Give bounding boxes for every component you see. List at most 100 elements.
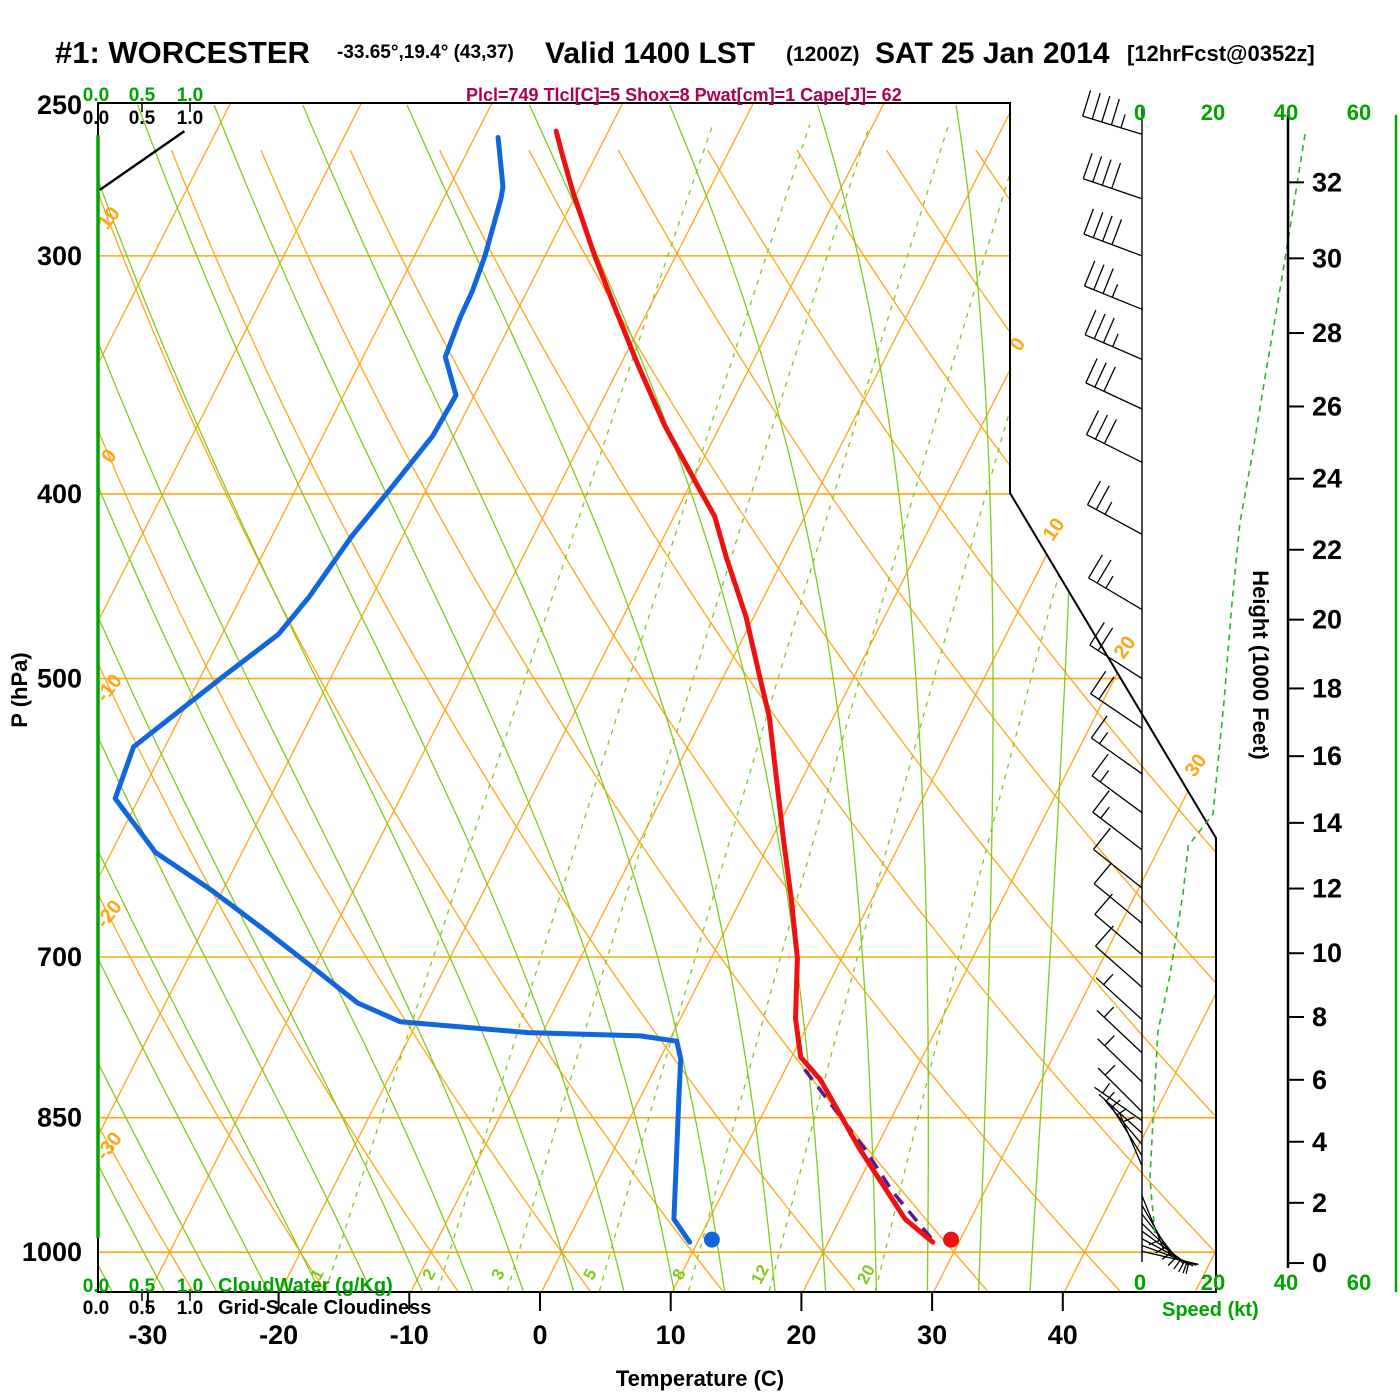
height-tick-label: 8 <box>1312 1002 1327 1032</box>
dry-adiabat-line <box>260 149 988 1292</box>
wind-barb <box>1141 1230 1190 1270</box>
height-tick-label: 18 <box>1312 673 1342 703</box>
wind-barb <box>1086 480 1143 535</box>
dry-adiabat-label: 0 <box>97 445 121 467</box>
mixing-ratio-label: 3 <box>488 1266 509 1283</box>
isotherm-line <box>98 103 232 1292</box>
wind-barb <box>1096 1006 1143 1054</box>
height-tick-label: 14 <box>1312 808 1342 838</box>
moist-adiabat-line <box>528 104 827 1292</box>
surface-temp-marker <box>943 1231 960 1248</box>
dry-adiabat-line <box>98 149 459 1292</box>
moist-adiabat-line <box>817 104 929 1291</box>
cloud-profiles <box>96 130 186 1238</box>
cloudwater-scale-bottom: 0.5 <box>129 1276 156 1297</box>
wind-barb <box>1083 208 1143 257</box>
height-tick-label: 10 <box>1312 938 1342 968</box>
station-title: #1: WORCESTER <box>55 35 310 70</box>
cloudwater-axis-label: CloudWater (g/Kg) <box>218 1275 393 1297</box>
moist-adiabat-line <box>137 104 625 1292</box>
moist-adiabat-line <box>98 104 165 1292</box>
zulu-time: (1200Z) <box>786 43 860 66</box>
isotherm-label: 10 <box>1039 514 1070 545</box>
valid-date: SAT 25 Jan 2014 <box>875 37 1110 70</box>
moist-adiabat-line <box>98 104 423 1292</box>
moist-adiabat-line <box>98 104 321 1292</box>
dry-adiabat-line <box>170 149 856 1292</box>
cloudiness-axis-label: Grid-Scale Cloudiness <box>218 1297 431 1319</box>
height-tick-label: 28 <box>1312 318 1342 348</box>
pressure-tick-label: 850 <box>37 1103 82 1133</box>
cloudiness-scale-top: 0.5 <box>129 108 156 129</box>
cloudwater-scale-top: 0.5 <box>129 85 156 106</box>
height-tick-label: 24 <box>1312 464 1342 494</box>
wind-barb <box>1097 1035 1143 1083</box>
height-tick-label: 30 <box>1312 243 1342 273</box>
mixing-ratio-label: 2 <box>419 1266 440 1283</box>
plot-border <box>97 102 1217 1293</box>
wind-barb <box>1083 260 1143 310</box>
moist-adiabat-line <box>955 104 994 1292</box>
wind-barb-column <box>1082 90 1306 1274</box>
mixing-ratio-line <box>598 124 950 1292</box>
dry-adiabat-line <box>617 149 1216 1292</box>
mixing-ratio-line <box>688 124 1026 1292</box>
height-tick-label: 26 <box>1312 391 1342 421</box>
dry-adiabat-line <box>349 149 1121 1292</box>
cloudiness-scale-bottom: 0.5 <box>129 1298 156 1319</box>
speed-axis-label: Speed (kt) <box>1162 1299 1259 1321</box>
moist-adiabat-line <box>98 104 269 1292</box>
moist-adiabat-line <box>213 104 675 1292</box>
isotherm-label: 20 <box>1110 632 1141 663</box>
isotherm-line <box>540 103 1147 1292</box>
moist-adiabat-line <box>98 104 217 1292</box>
temperature-tick-label: -10 <box>390 1320 429 1350</box>
isotherm-line <box>98 103 362 1292</box>
temperature-tick-label: 20 <box>786 1320 816 1350</box>
dry-adiabat-line <box>98 149 326 1292</box>
moist-adiabat-line <box>98 104 575 1292</box>
isotherm-line <box>933 103 1216 1292</box>
cloudiness-scale-bottom: 1.0 <box>177 1298 203 1319</box>
cloudiness-scale-top: 0.0 <box>83 108 109 129</box>
temperature-tick-label: 0 <box>532 1320 547 1350</box>
wind-barb <box>1118 1112 1143 1167</box>
wind-barb <box>1082 152 1143 200</box>
isotherm-line <box>410 103 1016 1292</box>
speed-tick-label-top: 0 <box>1134 100 1146 125</box>
height-tick-label: 16 <box>1312 741 1342 771</box>
speed-tick-label-bottom: 40 <box>1274 1270 1298 1295</box>
height-tick-label: 0 <box>1312 1248 1327 1278</box>
pressure-tick-label: 400 <box>37 479 82 509</box>
cloudwater-scale-bottom: 0.0 <box>83 1276 109 1297</box>
wind-barb <box>1090 670 1143 729</box>
isotherm-line <box>98 103 624 1292</box>
dry-adiabat-line <box>796 149 1216 1292</box>
temperature-tick-label: -30 <box>128 1320 167 1350</box>
pressure-tick-label: 250 <box>37 90 82 120</box>
temperature-curve <box>553 128 936 1245</box>
speed-profile-line <box>1149 134 1306 1235</box>
height-tick-label: 32 <box>1312 167 1342 197</box>
wind-barb <box>1095 973 1143 1021</box>
wind-barb <box>1095 925 1143 988</box>
speed-tick-label-bottom: 60 <box>1347 1270 1371 1295</box>
dry-adiabat-line <box>1064 149 1216 1292</box>
moist-adiabat-line <box>98 104 524 1292</box>
isotherm-line <box>98 103 493 1292</box>
height-tick-label: 2 <box>1312 1188 1327 1218</box>
height-tick-label: 6 <box>1312 1065 1327 1095</box>
wind-barb <box>1090 715 1143 775</box>
pressure-tick-label: 1000 <box>22 1237 82 1267</box>
temperature-tick-label: 30 <box>917 1320 947 1350</box>
height-tick-label: 4 <box>1312 1127 1327 1157</box>
temperature-tick-label: -20 <box>259 1320 298 1350</box>
wind-barb <box>1085 358 1143 410</box>
wind-barb <box>1082 90 1143 135</box>
plot-frame <box>97 102 1217 1293</box>
valid-time: Valid 1400 LST <box>545 37 755 70</box>
